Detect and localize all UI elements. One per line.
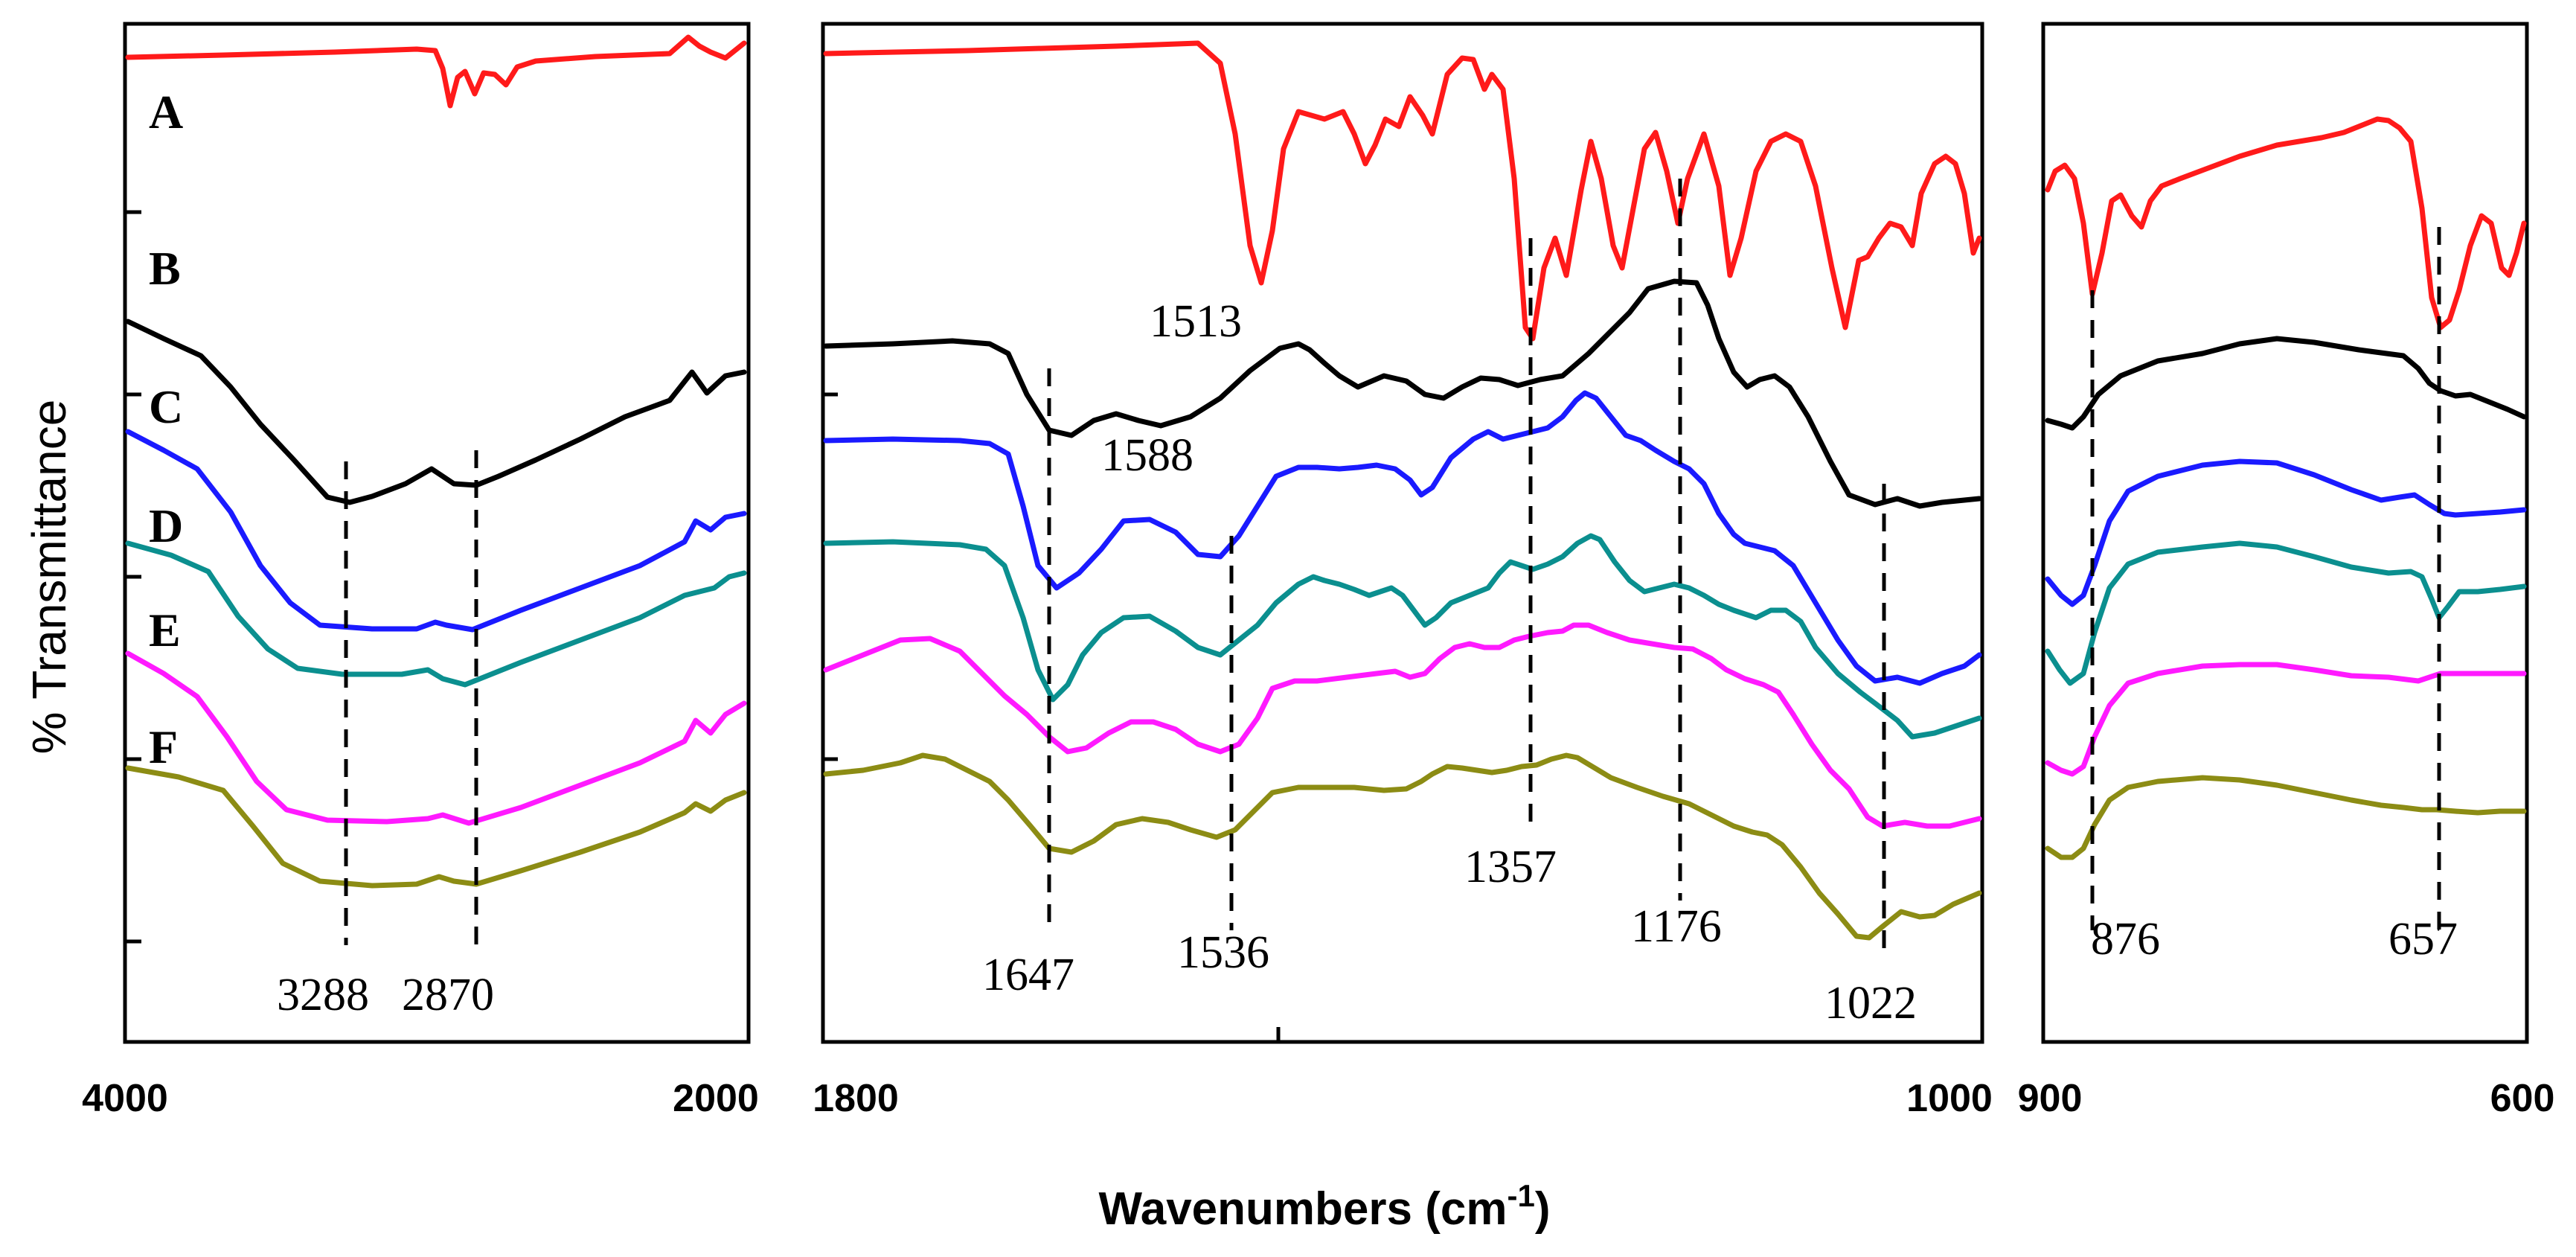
tick-label-900: 900 bbox=[2018, 1077, 2083, 1120]
panel-frame-900-600 bbox=[2041, 22, 2529, 1044]
y-ticks-panel-2 bbox=[823, 392, 1281, 1042]
y-ticks-panel-1 bbox=[125, 210, 141, 944]
series-letter-D: D bbox=[149, 499, 183, 552]
series-letter-B: B bbox=[149, 242, 181, 295]
trace-B-panel-2 bbox=[823, 278, 1982, 509]
trace-F-panel-2 bbox=[823, 752, 1982, 941]
trace-D-panel-1 bbox=[125, 540, 747, 688]
panel-frame-4000-2000 bbox=[123, 22, 751, 1044]
tick-label-4000: 4000 bbox=[82, 1077, 168, 1120]
trace-E-panel-2 bbox=[823, 622, 1982, 829]
series-letter-E: E bbox=[149, 604, 181, 656]
trace-C-panel-3 bbox=[2045, 458, 2527, 607]
trace-A-panel-1 bbox=[125, 34, 747, 109]
peak-lines bbox=[344, 179, 2441, 956]
peak-label-1176: 1176 bbox=[1631, 901, 1722, 952]
trace-B-panel-3 bbox=[2045, 336, 2527, 431]
tick-label-1000: 1000 bbox=[1906, 1077, 1993, 1120]
y-axis-label: % Transmittance bbox=[22, 400, 76, 755]
x-axis-label: Wavenumbers (cm-1) bbox=[1099, 1178, 1551, 1235]
tick-label-2000: 2000 bbox=[673, 1077, 759, 1120]
peak-label-1022: 1022 bbox=[1824, 978, 1917, 1029]
trace-A-panel-2 bbox=[823, 40, 1982, 342]
peak-label-1588: 1588 bbox=[1101, 430, 1194, 481]
series-letter-A: A bbox=[149, 86, 183, 138]
traces-panel-2 bbox=[823, 40, 1982, 941]
trace-F-panel-1 bbox=[125, 765, 747, 889]
trace-D-panel-3 bbox=[2045, 540, 2527, 686]
series-letter-C: C bbox=[149, 380, 183, 433]
tick-label-1800: 1800 bbox=[813, 1077, 899, 1120]
peak-label-1647: 1647 bbox=[982, 950, 1074, 1000]
x-axis-label-suffix: ) bbox=[1535, 1183, 1551, 1235]
panel-frame-1800-1000 bbox=[821, 22, 1984, 1044]
traces-panel-3 bbox=[2045, 116, 2527, 860]
trace-C-panel-2 bbox=[823, 390, 1982, 686]
peak-label-3288: 3288 bbox=[277, 970, 369, 1020]
peak-labels: 3288 2870 1513 1588 1647 1536 1357 1176 … bbox=[277, 296, 2458, 1029]
peak-label-876: 876 bbox=[2091, 914, 2160, 965]
tick-label-600: 600 bbox=[2490, 1077, 2555, 1120]
peak-label-2870: 2870 bbox=[402, 970, 494, 1020]
series-letter-F: F bbox=[149, 720, 178, 773]
peak-label-1357: 1357 bbox=[1464, 842, 1557, 892]
trace-B-panel-1 bbox=[125, 319, 747, 505]
x-axis-label-main: Wavenumbers (cm bbox=[1099, 1183, 1508, 1235]
peak-label-1536: 1536 bbox=[1177, 927, 1269, 978]
peak-label-657: 657 bbox=[2388, 914, 2458, 965]
trace-E-panel-1 bbox=[125, 650, 747, 826]
x-axis-label-superscript: -1 bbox=[1507, 1178, 1534, 1213]
trace-F-panel-3 bbox=[2045, 775, 2527, 860]
trace-D-panel-2 bbox=[823, 533, 1982, 740]
trace-C-panel-1 bbox=[125, 429, 747, 633]
trace-A-panel-3 bbox=[2045, 116, 2527, 330]
x-tick-labels: 4000 2000 1800 1000 900 600 bbox=[82, 1077, 2554, 1120]
traces-panel-1 bbox=[125, 34, 747, 889]
series-letters: A B C D E F bbox=[149, 86, 183, 773]
trace-E-panel-3 bbox=[2045, 662, 2527, 777]
peak-label-1513: 1513 bbox=[1150, 296, 1242, 347]
